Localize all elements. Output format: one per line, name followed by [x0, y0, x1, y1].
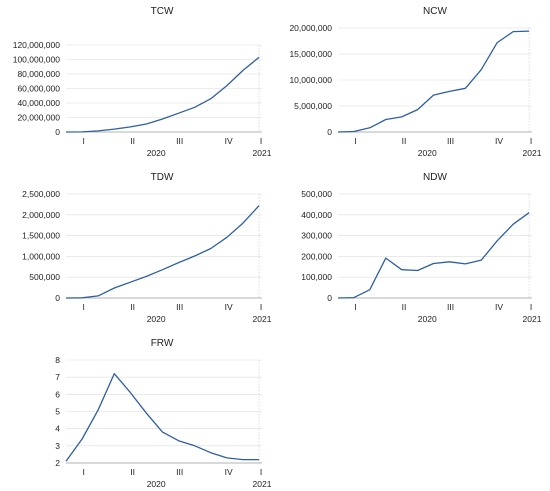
- series-line: [337, 30, 530, 133]
- y-tick-label: 0: [55, 293, 60, 303]
- chart-title: FRW: [151, 338, 174, 349]
- x-quarter-label: I: [260, 136, 262, 146]
- x-quarter-label: IV: [495, 136, 503, 146]
- chart-panel-tcw: TCW 0 20,000,000 40,000,000 60,000,000 80,000…: [13, 6, 272, 158]
- x-quarter-label: I: [82, 136, 84, 146]
- x-quarter-label: IV: [225, 136, 233, 146]
- x-quarter-label: II: [130, 136, 135, 146]
- series-line: [65, 205, 260, 299]
- y-tick-label: 100,000: [301, 272, 332, 282]
- x-quarter-label: III: [176, 302, 183, 312]
- x-year-label: 2020: [418, 314, 437, 324]
- chart-panel-tdw: TDW 0 500,000 1,000,000 1,500,000 2,000,000 2,…: [22, 172, 272, 324]
- x-year-label: 2021: [253, 148, 272, 158]
- y-tick-label: 3: [55, 441, 60, 451]
- x-year-label: 2020: [147, 479, 166, 489]
- x-quarter-label: IV: [225, 302, 233, 312]
- chart-panel-ndw: NDW 0 100,000 200,000 300,000 400,000 500,000 I…: [301, 172, 541, 324]
- y-tick-label: 500,000: [29, 272, 60, 282]
- y-tick-label: 5,000,000: [294, 101, 332, 111]
- y-tick-label: 1,000,000: [22, 251, 60, 261]
- x-quarter-label: II: [402, 302, 407, 312]
- x-quarter-label: III: [447, 136, 454, 146]
- x-quarter-label: IV: [225, 467, 233, 477]
- x-year-label: 2020: [147, 314, 166, 324]
- y-tick-label: 40,000,000: [17, 98, 60, 108]
- y-tick-label: 500,000: [301, 189, 332, 199]
- y-tick-label: 10,000,000: [289, 75, 332, 85]
- x-quarter-label: I: [260, 302, 262, 312]
- x-year-label: 2021: [253, 314, 272, 324]
- y-tick-label: 5: [55, 407, 60, 417]
- y-tick-label: 0: [327, 127, 332, 137]
- x-quarter-label: II: [130, 302, 135, 312]
- y-tick-label: 2,000,000: [22, 210, 60, 220]
- x-quarter-label: I: [354, 136, 356, 146]
- x-quarter-label: III: [447, 302, 454, 312]
- y-tick-label: 80,000,000: [17, 69, 60, 79]
- x-quarter-label: I: [260, 467, 262, 477]
- y-tick-label: 400,000: [301, 210, 332, 220]
- x-quarter-label: III: [176, 136, 183, 146]
- x-year-label: 2020: [418, 148, 437, 158]
- x-quarter-label: IV: [495, 302, 503, 312]
- y-tick-label: 120,000,000: [13, 40, 61, 50]
- x-year-label: 2021: [523, 314, 542, 324]
- y-tick-label: 1,500,000: [22, 231, 60, 241]
- y-tick-label: 2,500,000: [22, 189, 60, 199]
- x-quarter-label: I: [82, 467, 84, 477]
- y-tick-label: 0: [55, 127, 60, 137]
- y-tick-label: 4: [55, 424, 60, 434]
- y-tick-label: 300,000: [301, 231, 332, 241]
- y-tick-label: 0: [327, 293, 332, 303]
- chart-title: NDW: [423, 172, 447, 183]
- x-year-label: 2020: [147, 148, 166, 158]
- x-quarter-label: I: [354, 302, 356, 312]
- y-tick-label: 7: [55, 372, 60, 382]
- x-quarter-label: III: [176, 467, 183, 477]
- chart-title: NCW: [423, 6, 447, 17]
- x-quarter-label: II: [130, 467, 135, 477]
- y-tick-label: 20,000,000: [17, 113, 60, 123]
- series-line: [65, 373, 260, 462]
- y-tick-label: 60,000,000: [17, 84, 60, 94]
- x-year-label: 2021: [523, 148, 542, 158]
- x-quarter-label: I: [82, 302, 84, 312]
- x-quarter-label: II: [402, 136, 407, 146]
- x-quarter-label: I: [530, 136, 532, 146]
- x-year-label: 2021: [253, 479, 272, 489]
- x-quarter-label: I: [530, 302, 532, 312]
- y-tick-label: 2: [55, 458, 60, 468]
- chart-title: TCW: [151, 6, 174, 17]
- y-tick-label: 15,000,000: [289, 49, 332, 59]
- y-tick-label: 6: [55, 389, 60, 399]
- series-line: [337, 212, 530, 299]
- y-tick-label: 20,000,000: [289, 23, 332, 33]
- y-tick-label: 100,000,000: [13, 55, 61, 65]
- chart-title: TDW: [151, 172, 174, 183]
- series-line: [65, 56, 260, 133]
- y-tick-label: 8: [55, 355, 60, 365]
- chart-panel-ncw: NCW 0 5,000,000 10,000,000 15,000,000 20,000,…: [289, 6, 541, 158]
- y-tick-label: 200,000: [301, 251, 332, 261]
